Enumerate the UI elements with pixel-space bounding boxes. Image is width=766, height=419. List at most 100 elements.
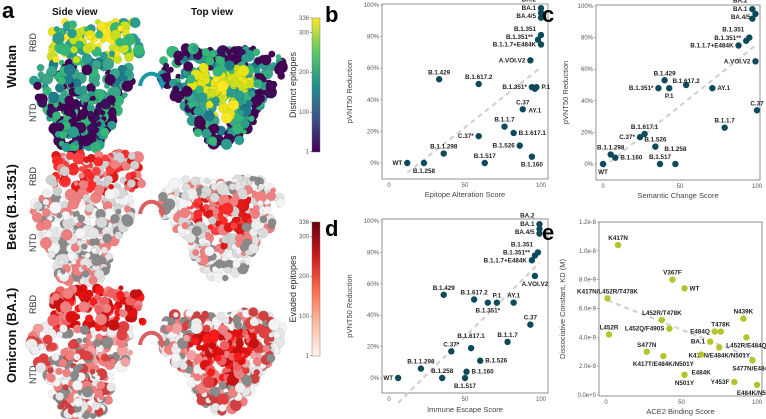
data-point: [420, 159, 428, 167]
data-point-label: AY.1: [507, 293, 520, 300]
data-point-label: B.1.258: [664, 146, 687, 153]
surface-patch: [102, 233, 112, 243]
x-tick-label: 0: [387, 183, 391, 189]
surface-patch: [273, 347, 281, 355]
surface-patch: [185, 309, 194, 318]
surface-patch: [220, 112, 233, 124]
surface-patch: [86, 186, 94, 194]
surface-patch: [181, 85, 193, 98]
surface-patch: [85, 333, 93, 340]
surface-patch: [275, 54, 282, 60]
surface-patch: [218, 335, 224, 341]
surface-patch: [59, 165, 70, 177]
data-point: [658, 316, 666, 324]
surface-patch: [202, 376, 215, 389]
surface-patch: [77, 214, 86, 223]
surface-patch: [78, 301, 90, 313]
y-axis-label: pVNT50 Reduction: [345, 274, 354, 337]
surface-patch: [221, 274, 229, 282]
data-point: [510, 299, 517, 306]
data-point-label: B.1.351**: [503, 250, 531, 257]
surface-patch: [42, 198, 50, 206]
data-point-label: B.1.160: [472, 369, 495, 376]
data-point-label: E484Q: [690, 329, 710, 336]
surface-patch: [60, 176, 70, 186]
surface-patch: [95, 313, 108, 326]
y-tick-label: 1.0e-8: [579, 249, 597, 255]
data-point: [669, 276, 676, 283]
data-point-label: C.37: [516, 99, 530, 106]
surface-patch: [93, 114, 101, 121]
y-tick-label: 0%: [584, 162, 593, 168]
surface-patch: [106, 382, 116, 392]
panel-label-c: c: [542, 2, 554, 27]
surface-patch: [37, 98, 48, 108]
data-point: [435, 76, 443, 83]
rotate-arrow-icon: [138, 71, 164, 87]
surface-patch: [122, 92, 128, 98]
surface-patch: [120, 356, 131, 367]
surface-patch: [81, 386, 94, 398]
surface-patch: [258, 310, 269, 322]
surface-patch: [110, 29, 122, 41]
data-point-label: WT: [392, 160, 402, 167]
surface-patch: [75, 40, 84, 50]
data-point: [735, 42, 742, 49]
surface-patch: [59, 43, 72, 56]
surface-patch: [236, 122, 242, 128]
surface-patch: [101, 303, 112, 314]
surface-patch: [192, 338, 198, 345]
data-point-label: B.1.429: [654, 70, 677, 77]
surface-patch: [96, 380, 106, 390]
data-point-label: C.37*: [619, 134, 635, 141]
data-point-label: BA.1: [520, 221, 535, 228]
surface-patch: [212, 65, 224, 77]
surface-patch: [241, 53, 251, 63]
data-point: [439, 374, 446, 382]
surface-patch: [118, 326, 126, 334]
data-point-label: S477N/E484K: [732, 365, 766, 372]
surface-patch: [202, 203, 210, 211]
surface-patch: [51, 353, 60, 362]
surface-patch: [181, 222, 189, 230]
data-point-label: B.1.351*: [476, 308, 501, 315]
data-point-label: WT: [383, 375, 393, 382]
surface-patch: [81, 243, 88, 250]
data-point-label: B.1.258: [413, 168, 436, 175]
surface-patch: [56, 212, 63, 219]
data-point: [643, 348, 650, 355]
surface-patch: [221, 202, 234, 215]
surface-patch: [198, 73, 206, 81]
row-label-wuhan: Wuhan: [4, 45, 19, 88]
domain-label-rbd: RBD: [28, 32, 38, 52]
data-point-label: N439K: [734, 309, 754, 316]
colorbar-tick-label: 300: [299, 30, 310, 36]
data-point-label: K417N: [608, 235, 628, 242]
x-tick-label: 100: [752, 184, 763, 190]
data-point: [531, 272, 539, 280]
surface-patch: [42, 86, 52, 96]
surface-patch: [220, 138, 233, 150]
colorbar-label: Distinct epitopes: [288, 51, 298, 118]
surface-patch: [81, 264, 87, 271]
data-point-label: B.1.351*: [629, 85, 654, 92]
surface-patch: [59, 301, 72, 313]
data-point: [477, 357, 484, 364]
surface-patch: [121, 80, 134, 92]
data-point: [740, 315, 747, 322]
surface-patch: [268, 50, 276, 58]
surface-patch: [185, 349, 197, 361]
surface-patch: [102, 57, 115, 70]
surface-patch: [67, 126, 80, 139]
surface-patch: [162, 62, 170, 70]
surface-patch: [138, 317, 145, 324]
colorbar-tick-label: 200: [299, 274, 310, 280]
surface-patch: [78, 166, 85, 172]
surface-patch: [71, 259, 77, 265]
surface-patch: [60, 200, 69, 209]
surface-patch: [216, 80, 229, 93]
surface-patch: [87, 100, 94, 107]
surface-patch: [216, 393, 229, 406]
surface-patch: [101, 154, 109, 162]
surface-patch: [78, 179, 88, 190]
